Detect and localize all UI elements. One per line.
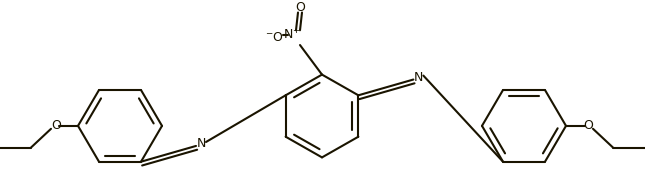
Text: O: O [583,119,593,132]
Text: O: O [51,119,61,132]
Text: N: N [196,137,206,150]
Text: $^{-}$O: $^{-}$O [264,31,283,44]
Text: O: O [295,1,305,14]
Text: N$^{+}$: N$^{+}$ [283,28,301,43]
Text: N: N [413,71,423,84]
